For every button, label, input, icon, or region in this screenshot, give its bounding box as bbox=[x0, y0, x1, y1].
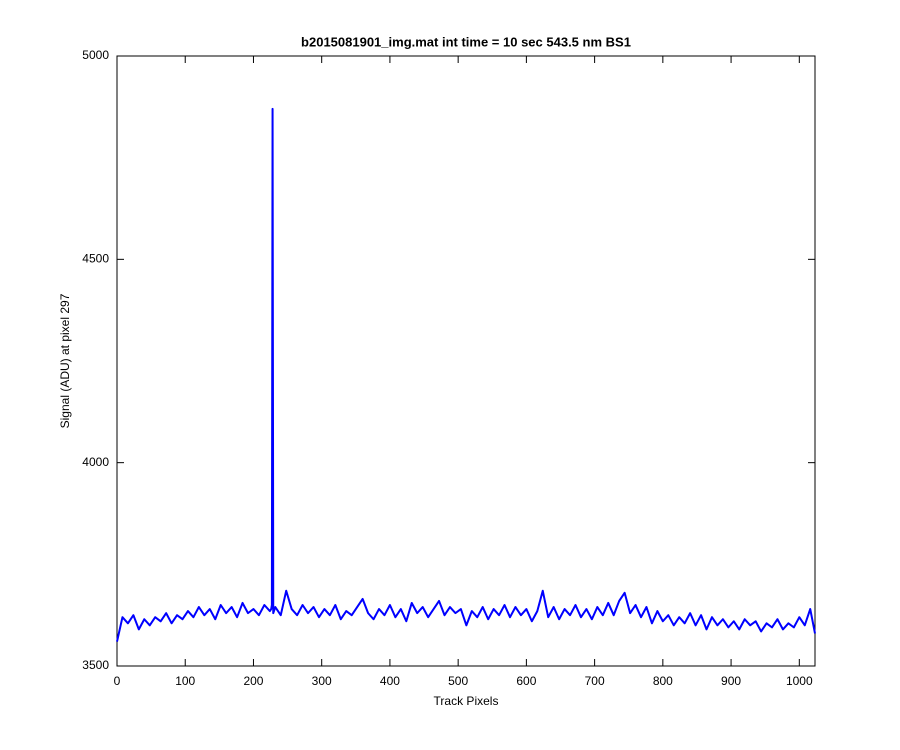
x-tick-label: 1000 bbox=[786, 674, 813, 688]
x-tick-label: 100 bbox=[175, 674, 195, 688]
x-tick-label: 300 bbox=[312, 674, 332, 688]
chart-title: b2015081901_img.mat int time = 10 sec 54… bbox=[301, 34, 631, 49]
y-tick-label: 4000 bbox=[82, 455, 109, 469]
x-axis-label: Track Pixels bbox=[434, 694, 499, 708]
x-tick-label: 600 bbox=[516, 674, 536, 688]
x-tick-label: 0 bbox=[114, 674, 121, 688]
x-tick-label: 700 bbox=[585, 674, 605, 688]
plot-frame bbox=[116, 55, 816, 667]
x-tick-label: 400 bbox=[380, 674, 400, 688]
x-tick-label: 500 bbox=[448, 674, 468, 688]
x-tick-label: 900 bbox=[721, 674, 741, 688]
x-tick-label: 800 bbox=[653, 674, 673, 688]
y-tick-label: 3500 bbox=[82, 658, 109, 672]
y-tick-label: 4500 bbox=[82, 252, 109, 266]
y-tick-label: 5000 bbox=[82, 48, 109, 62]
y-axis-label: Signal (ADU) at pixel 297 bbox=[58, 293, 72, 428]
x-tick-label: 200 bbox=[243, 674, 263, 688]
data-line bbox=[116, 107, 816, 642]
